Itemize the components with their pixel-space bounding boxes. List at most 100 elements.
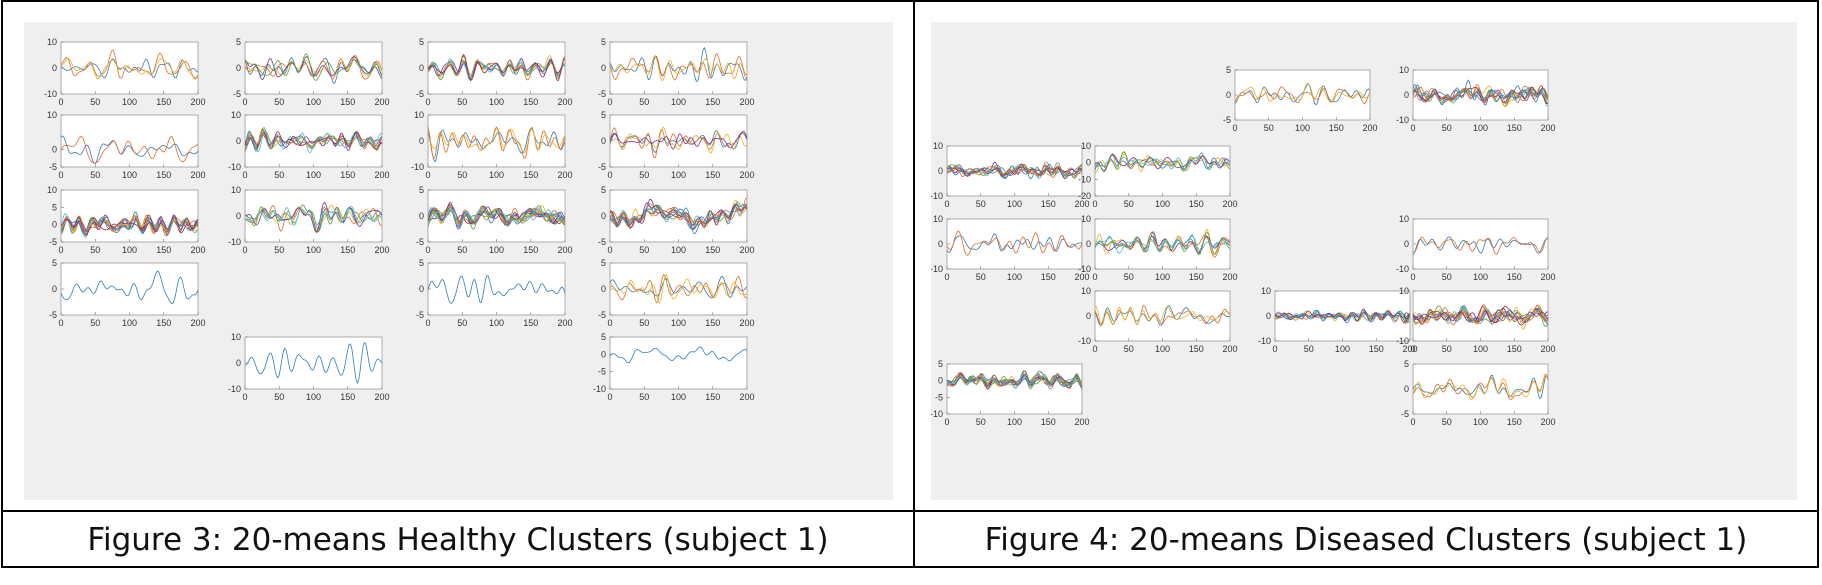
y-tick-label: 0	[236, 358, 241, 368]
x-tick-label: 150	[1189, 344, 1204, 354]
plot-area	[427, 114, 566, 168]
right-cluster-plot-4: 100-10-200 50 100 150 200	[1078, 141, 1238, 209]
y-tick-label: 0	[52, 63, 57, 73]
x-tick-label: 100	[671, 170, 686, 180]
x-tick-label: 100	[1155, 272, 1170, 282]
left-cluster-plot-15: 50-50 50 100 150 200	[598, 258, 755, 328]
x-tick-label: 0	[58, 318, 63, 328]
plot-area	[427, 262, 566, 316]
y-tick-label: 0	[601, 349, 606, 359]
y-tick-label: 10	[1261, 286, 1271, 296]
y-tick-label: -5	[598, 237, 606, 247]
y-tick-label: -5	[598, 367, 606, 377]
plot-area	[60, 114, 199, 168]
series-line	[1095, 151, 1230, 172]
figure-table-frame	[1, 0, 1819, 568]
x-tick-label: 200	[1540, 272, 1555, 282]
series-line	[610, 273, 747, 304]
series-line	[245, 53, 382, 81]
x-tick-label: 100	[1335, 344, 1350, 354]
y-tick-label: -10	[411, 162, 424, 172]
x-tick-label: 0	[1410, 344, 1415, 354]
y-tick-label: -5	[416, 310, 424, 320]
x-tick-label: 0	[607, 392, 612, 402]
series-line	[245, 56, 382, 77]
left-cluster-plot-14: 50-50 50 100 150 200	[416, 258, 573, 328]
y-tick-label: -5	[1401, 409, 1409, 419]
plot-area	[60, 262, 199, 316]
plot-area	[609, 336, 748, 390]
x-tick-label: 100	[489, 245, 504, 255]
y-tick-label: 0	[938, 166, 943, 176]
y-tick-label: -10	[228, 237, 241, 247]
right-cluster-plot-2: 100-100 50 100 150 200	[1396, 65, 1556, 133]
series-line	[610, 202, 747, 228]
y-tick-label: -5	[1223, 115, 1231, 125]
x-tick-label: 50	[457, 318, 467, 328]
x-tick-label: 100	[1007, 417, 1022, 427]
series-line	[61, 57, 198, 80]
series-line	[947, 230, 1082, 256]
y-tick-label: 0	[1086, 239, 1091, 249]
y-tick-label: 0	[52, 145, 57, 155]
x-tick-label: 100	[489, 318, 504, 328]
x-tick-label: 50	[1442, 123, 1452, 133]
series-line	[1095, 304, 1230, 326]
x-tick-label: 200	[190, 318, 205, 328]
x-tick-label: 0	[425, 245, 430, 255]
series-line	[61, 215, 198, 233]
x-tick-label: 200	[1402, 344, 1417, 354]
plot-area	[609, 114, 748, 168]
series-line	[428, 204, 565, 228]
x-tick-label: 0	[1410, 417, 1415, 427]
x-tick-label: 0	[1092, 344, 1097, 354]
x-tick-label: 100	[122, 170, 137, 180]
x-tick-label: 0	[607, 245, 612, 255]
plot-area	[244, 114, 383, 168]
x-tick-label: 0	[1410, 272, 1415, 282]
y-tick-label: 0	[236, 63, 241, 73]
series-line	[1413, 236, 1548, 255]
y-tick-label: -10	[228, 384, 241, 394]
x-tick-label: 200	[1074, 417, 1089, 427]
x-tick-label: 150	[1329, 123, 1344, 133]
column-divider	[913, 0, 915, 568]
diseased-clusters-figure: 5 0 -5 0 50 100 150 200 10 0 -10 0 50 100 150 200 10 0 -10…	[931, 22, 1797, 500]
x-tick-label: 0	[607, 97, 612, 107]
y-tick-label: -5	[49, 310, 57, 320]
y-tick-label: 5	[419, 185, 424, 195]
x-tick-label: 150	[1507, 344, 1522, 354]
series-line	[610, 346, 747, 364]
caption-healthy: Figure 3: 20-means Healthy Clusters (sub…	[87, 522, 829, 558]
series-line	[610, 274, 747, 304]
x-tick-label: 200	[1540, 344, 1555, 354]
x-tick-label: 0	[242, 245, 247, 255]
x-tick-label: 100	[489, 97, 504, 107]
x-tick-label: 50	[1264, 123, 1274, 133]
x-tick-label: 100	[1007, 199, 1022, 209]
y-tick-label: 0	[419, 284, 424, 294]
x-tick-label: 150	[1507, 272, 1522, 282]
series-line	[1413, 309, 1548, 323]
x-tick-label: 50	[639, 170, 649, 180]
series-line	[947, 372, 1082, 389]
x-tick-label: 0	[425, 170, 430, 180]
series-line	[61, 49, 198, 80]
y-tick-label: -5	[49, 162, 57, 172]
x-tick-label: 50	[639, 97, 649, 107]
y-tick-label: 10	[1399, 65, 1409, 75]
y-tick-label: 0	[938, 376, 943, 386]
series-line	[1095, 231, 1230, 258]
x-tick-label: 50	[457, 97, 467, 107]
x-tick-label: 200	[374, 392, 389, 402]
x-tick-label: 150	[705, 170, 720, 180]
x-tick-label: 200	[374, 97, 389, 107]
y-tick-label: 0	[938, 239, 943, 249]
x-tick-label: 100	[306, 97, 321, 107]
y-tick-label: 0	[1086, 311, 1091, 321]
caption-divider	[1, 510, 1819, 512]
x-tick-label: 0	[1092, 199, 1097, 209]
series-line	[1413, 375, 1548, 400]
y-tick-label: 0	[1404, 239, 1409, 249]
y-tick-label: 0	[52, 284, 57, 294]
